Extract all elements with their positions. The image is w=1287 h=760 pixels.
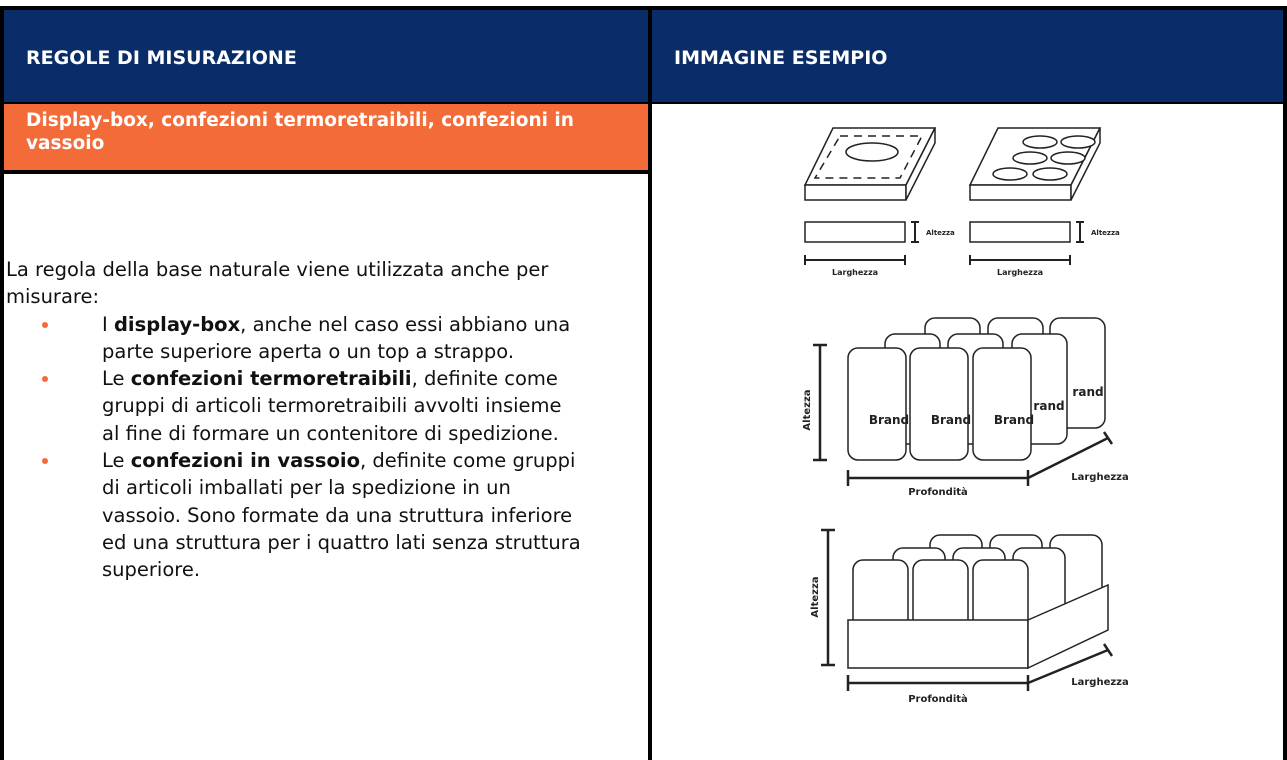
header-cell: REGOLE DI MISURAZIONE — [4, 10, 648, 104]
header-left: REGOLE DI MISURAZIONE — [26, 47, 297, 69]
label: Profondità — [908, 693, 968, 705]
label: Larghezza — [832, 268, 878, 277]
border — [1283, 6, 1287, 760]
bullet: Le confezioni termoretraibili, definite … — [42, 365, 582, 447]
border — [0, 6, 1287, 10]
prefix: Le — [102, 367, 125, 391]
brand: rand — [1033, 399, 1064, 413]
label: Altezza — [1091, 229, 1120, 237]
bold-term: confezioni in vassoio — [130, 449, 360, 473]
prefix: Le — [102, 449, 125, 473]
label: Altezza — [926, 229, 955, 237]
section-cell: Display-box, confezioni termoretraibili,… — [4, 104, 648, 170]
jars — [847, 317, 1106, 461]
border — [0, 102, 1287, 104]
bold-term: display-box — [113, 312, 241, 336]
border — [0, 6, 4, 760]
bullet: Le confezioni in vassoio, definite come … — [42, 447, 582, 583]
brand: Brand — [994, 413, 1034, 427]
intro: La regola della base naturale viene util… — [6, 258, 549, 309]
bullet-text: , anche nel caso essi abbiano una parte … — [102, 312, 571, 363]
border — [648, 6, 652, 760]
brand: Brand — [931, 413, 971, 427]
body-cell: La regola della base naturale viene util… — [4, 174, 648, 760]
table: REGOLE DI MISURAZIONE IMMAGINE ESEMPIO D… — [0, 6, 1287, 760]
label: Larghezza — [1071, 677, 1129, 688]
brand: rand — [1072, 385, 1103, 399]
header-right: IMMAGINE ESEMPIO — [674, 47, 888, 69]
label: Profondità — [908, 486, 968, 498]
label: Altezza — [810, 576, 821, 617]
label: Larghezza — [1071, 472, 1129, 483]
brand: Brand — [869, 413, 909, 427]
bullet: I display-box, anche nel caso essi abbia… — [42, 311, 582, 366]
prefix: I — [102, 312, 108, 336]
header-cell: IMMAGINE ESEMPIO — [652, 10, 1283, 104]
bullet-text: , definite come gruppi di articoli imbal… — [102, 449, 581, 582]
bullet-list: I display-box, anche nel caso essi abbia… — [6, 311, 582, 584]
tray-box — [968, 127, 1102, 201]
bold-term: confezioni termoretraibili — [130, 367, 412, 391]
display-box — [803, 127, 937, 201]
tray-jars — [847, 534, 1109, 670]
section-title: Display-box, confezioni termoretraibili,… — [26, 110, 574, 154]
label: Larghezza — [997, 268, 1043, 277]
border — [0, 170, 650, 174]
label: Altezza — [802, 389, 813, 430]
bullet-text: , definite come gruppi di articoli termo… — [102, 367, 562, 445]
